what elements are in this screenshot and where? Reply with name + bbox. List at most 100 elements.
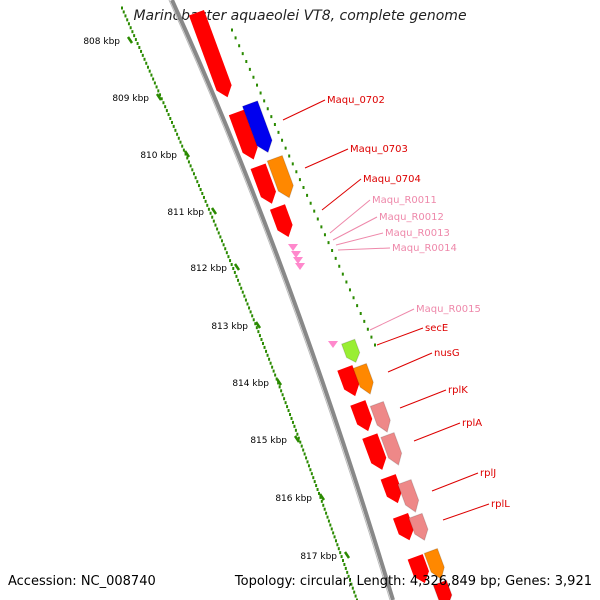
map-title: Marinobacter aquaeolei VT8, complete gen…	[133, 8, 467, 24]
tick-dot	[261, 341, 264, 345]
tick-dot	[281, 138, 284, 142]
tick-dot	[327, 241, 330, 245]
gene-arrow	[340, 338, 361, 364]
tick-dot	[333, 535, 336, 539]
gene-arrow	[408, 512, 429, 541]
tick-dot	[329, 523, 332, 527]
tick-dot	[347, 574, 350, 578]
tick-mark	[275, 378, 283, 386]
tick-dot	[297, 436, 300, 440]
gene-label: nusG	[434, 348, 460, 359]
tick-mark	[126, 36, 134, 44]
tick-dot	[293, 424, 296, 428]
tick-dot	[349, 578, 352, 582]
gene-arrow	[350, 400, 373, 432]
tick-dot	[353, 590, 356, 594]
tick-dot	[284, 146, 287, 150]
tick-dot	[295, 170, 298, 174]
tick-mark	[318, 493, 326, 501]
tick-dot	[141, 53, 144, 57]
genome-summary-text: Topology: circular; Length: 4,326,849 bp…	[234, 574, 592, 589]
rna-arrow	[293, 257, 303, 264]
tick-dot	[181, 144, 184, 148]
tick-dot	[127, 22, 130, 26]
tick-dot	[176, 132, 179, 136]
gene-arrow	[188, 10, 232, 98]
tick-dot	[233, 270, 236, 274]
tick-dot	[255, 326, 258, 330]
tick-dot	[199, 188, 202, 192]
tick-dot	[220, 239, 223, 243]
tick-dot	[356, 304, 359, 308]
tick-dot	[278, 385, 281, 389]
tick-dot	[138, 45, 141, 49]
gene-arrow	[352, 362, 374, 395]
tick-dot	[189, 164, 192, 168]
tick-dot	[323, 507, 326, 511]
gene-arrow	[269, 204, 293, 238]
tick-dot	[143, 57, 146, 61]
gene-label: Maqu_R0012	[379, 212, 444, 223]
tick-dot	[155, 85, 158, 89]
tick-dot	[336, 543, 339, 547]
label-connector	[337, 247, 391, 251]
gene-arrow	[397, 478, 420, 513]
label-connector	[332, 216, 378, 241]
tick-dot	[162, 101, 165, 105]
tick-label: 811 kbp	[167, 208, 204, 218]
tick-dot	[310, 472, 313, 476]
tick-dot	[150, 73, 153, 77]
tick-dot	[201, 191, 204, 195]
tick-dot	[225, 251, 228, 255]
tick-dot	[206, 203, 209, 207]
tick-dot	[374, 343, 376, 347]
tick-dot	[351, 586, 354, 590]
tick-dot	[330, 527, 333, 531]
tick-dot	[240, 286, 243, 290]
label-connector	[304, 148, 349, 169]
tick-dot	[306, 193, 309, 197]
gene-arrow	[380, 431, 403, 466]
tick-dot	[207, 207, 210, 211]
tick-dot	[286, 405, 289, 409]
tick-dot	[192, 172, 195, 176]
tick-dot	[145, 61, 148, 65]
tick-dot	[257, 330, 260, 334]
label-connector	[329, 199, 371, 234]
tick-dot	[121, 6, 123, 10]
tick-dot	[339, 551, 342, 555]
gene-arrow	[380, 474, 402, 504]
tick-dot	[343, 562, 346, 566]
tick-dot	[345, 280, 348, 284]
tick-dot	[288, 154, 291, 158]
tick-dot	[294, 428, 297, 432]
tick-dot	[320, 499, 323, 503]
tick-dot	[266, 353, 269, 357]
tick-dot	[312, 476, 315, 480]
tick-dot	[272, 369, 275, 373]
tick-mark	[343, 551, 351, 559]
tick-dot	[326, 515, 329, 519]
tick-mark	[155, 93, 163, 101]
tick-dot	[204, 199, 207, 203]
tick-dot	[341, 559, 344, 563]
tick-dot	[260, 338, 263, 342]
gene-label: Maqu_R0011	[372, 195, 437, 206]
gene-arrow	[241, 100, 273, 154]
tick-dot	[224, 247, 227, 251]
tick-dot	[298, 178, 301, 182]
tick-dot	[254, 322, 257, 326]
tick-dot	[129, 26, 132, 30]
tick-dot	[280, 389, 283, 393]
tick-dot	[313, 209, 316, 213]
tick-label: 816 kbp	[275, 494, 312, 504]
tick-dot	[237, 278, 240, 282]
tick-dot	[309, 468, 312, 472]
tick-dot	[271, 365, 274, 369]
tick-dot	[334, 256, 337, 260]
gene-arrow	[369, 400, 391, 433]
tick-dot	[306, 460, 309, 464]
tick-dot	[164, 105, 167, 109]
tick-dot	[296, 432, 299, 436]
tick-dot	[241, 290, 244, 294]
